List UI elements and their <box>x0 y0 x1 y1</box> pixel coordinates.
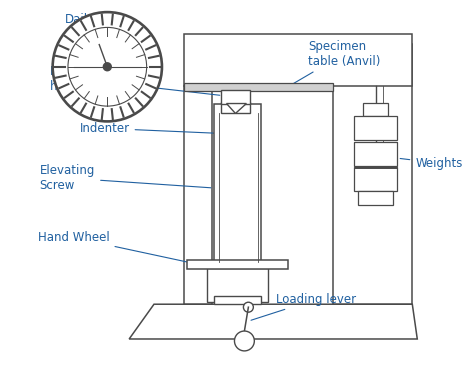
Bar <box>354 142 397 166</box>
Bar <box>220 90 250 103</box>
Text: Loading lever: Loading lever <box>251 293 356 320</box>
Bar <box>363 103 389 116</box>
Text: Indenter: Indenter <box>80 122 216 135</box>
Circle shape <box>235 331 255 351</box>
Bar <box>214 103 261 262</box>
Bar <box>220 102 250 113</box>
Bar <box>354 116 397 140</box>
Polygon shape <box>129 304 417 339</box>
Text: Dail: Dail <box>64 13 127 28</box>
Text: Specimen
table (Anvil): Specimen table (Anvil) <box>291 40 380 85</box>
Circle shape <box>53 12 162 121</box>
Text: Weights: Weights <box>400 157 463 170</box>
Bar <box>358 191 393 205</box>
Polygon shape <box>227 103 246 113</box>
Bar <box>214 296 261 304</box>
Circle shape <box>244 302 253 312</box>
Bar <box>184 86 211 304</box>
Bar <box>333 44 412 304</box>
Bar <box>187 259 288 269</box>
Bar <box>184 83 333 91</box>
Bar <box>184 34 412 86</box>
Text: Indenter
holder: Indenter holder <box>50 65 220 95</box>
Text: Elevating
Screw: Elevating Screw <box>40 164 211 192</box>
Circle shape <box>103 63 111 71</box>
Circle shape <box>68 28 146 106</box>
Bar <box>207 268 268 302</box>
Text: Hand Wheel: Hand Wheel <box>38 231 196 264</box>
Bar <box>354 167 397 191</box>
